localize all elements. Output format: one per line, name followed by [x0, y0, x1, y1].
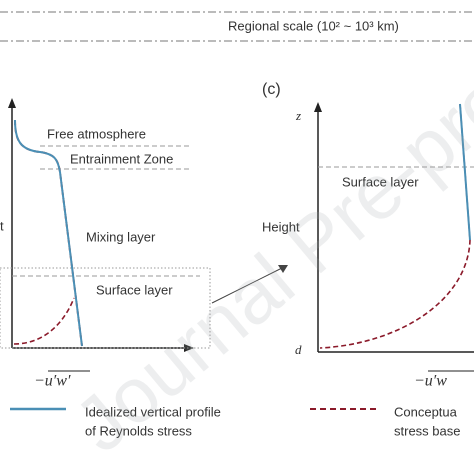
- legend-text: stress base: [394, 423, 460, 438]
- idealized-profile: [459, 103, 471, 241]
- legend-text: of Reynolds stress: [85, 423, 192, 438]
- arrowhead: [314, 102, 322, 112]
- panel-label: (c): [262, 81, 281, 98]
- connector: [211, 267, 283, 304]
- layer-label: Entrainment Zone: [70, 151, 173, 166]
- scale-label: Regional scale (10² ~ 10³ km): [228, 18, 399, 33]
- layer-label: Free atmosphere: [47, 126, 146, 141]
- legend-text: Conceptua: [394, 404, 458, 419]
- axis-label: t: [0, 218, 4, 233]
- zoom-box: [0, 267, 211, 349]
- layer-label: Surface layer: [342, 174, 419, 189]
- axis-label: −u′w: [414, 373, 447, 390]
- arrowhead: [184, 344, 194, 352]
- axis-label: Height: [262, 219, 300, 234]
- arrowhead: [8, 98, 16, 108]
- conceptual-profile: [13, 297, 75, 345]
- axis-label: −u′w′: [34, 373, 71, 390]
- axis-label: d: [295, 342, 302, 357]
- arrowhead: [278, 265, 288, 273]
- idealized-profile: [14, 119, 83, 347]
- axis-label: z: [295, 108, 301, 123]
- layer-label: Surface layer: [96, 282, 173, 297]
- legend-text: Idealized vertical profile: [85, 404, 221, 419]
- conceptual-profile: [319, 103, 471, 349]
- layer-label: Mixing layer: [86, 229, 156, 244]
